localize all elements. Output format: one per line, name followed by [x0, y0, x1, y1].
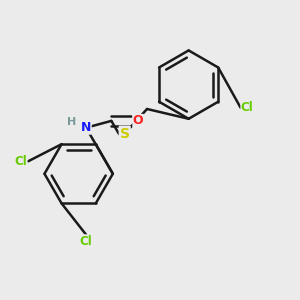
Text: N: N	[81, 121, 91, 134]
Text: O: O	[133, 114, 143, 128]
Text: Cl: Cl	[14, 155, 27, 168]
Text: H: H	[67, 117, 76, 128]
Text: Cl: Cl	[80, 235, 92, 248]
Text: S: S	[120, 127, 130, 141]
Text: Cl: Cl	[241, 101, 253, 114]
